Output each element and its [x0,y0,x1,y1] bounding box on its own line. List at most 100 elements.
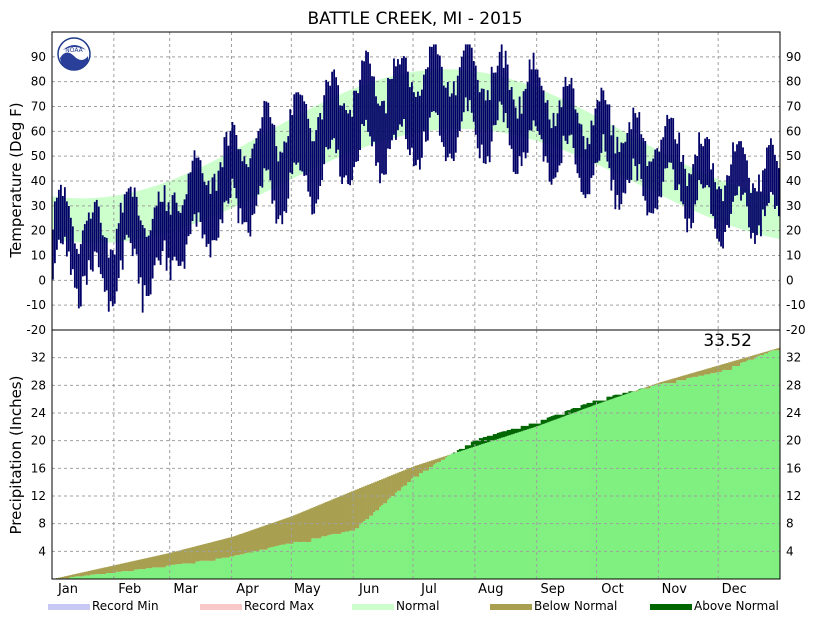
observed-temperature-bar [598,101,601,161]
noaa-logo: NOAA [57,37,91,71]
observed-temperature-bar [636,117,639,181]
below-normal-precipitation-bar [87,571,91,576]
observed-temperature-bar [448,96,451,154]
normal-precipitation-bar [93,574,97,579]
observed-temperature-bar [301,95,304,172]
observed-temperature-bar [219,162,222,220]
observed-temperature-bar [229,130,232,198]
observed-temperature-bar [225,132,228,201]
above-normal-precipitation-bar [452,452,456,454]
below-normal-precipitation-bar [369,484,372,516]
below-normal-precipitation-bar [754,354,757,358]
normal-precipitation-bar [744,362,747,579]
normal-precipitation-bar [614,397,617,579]
observed-temperature-bar [111,250,114,307]
observed-temperature-bar [295,92,298,165]
observed-temperature-bar [279,151,282,216]
above-normal-precipitation-bar [588,402,591,407]
above-normal-precipitation-bar [598,400,601,404]
below-normal-precipitation-bar [333,498,336,534]
below-normal-precipitation-bar [389,475,392,498]
normal-precipitation-bar [171,564,174,579]
noaa-logo-text: NOAA [65,47,83,54]
observed-temperature-bar [602,90,605,135]
observed-temperature-bar [676,143,679,190]
normal-precipitation-bar [698,375,701,579]
observed-temperature-bar [203,181,206,235]
observed-temperature-bar [658,151,661,197]
observed-temperature-bar [351,116,353,181]
normal-precipitation-bar [586,407,589,579]
below-normal-precipitation-bar [219,539,222,559]
observed-temperature-bar [756,191,758,236]
below-normal-precipitation-bar [151,556,155,568]
below-normal-precipitation-bar [646,386,649,389]
above-normal-precipitation-bar [476,440,480,446]
normal-precipitation-bar [97,574,101,579]
normal-precipitation-bar [534,426,537,579]
below-normal-precipitation-bar [315,506,318,539]
normal-precipitation-bar [700,375,703,579]
below-normal-precipitation-bar [424,462,428,471]
observed-temperature-bar [546,100,549,163]
normal-precipitation-bar [436,462,440,579]
observed-temperature-bar [373,76,375,142]
observed-temperature-bar [684,168,687,219]
normal-precipitation-bar [550,421,553,579]
observed-temperature-bar [275,146,278,224]
normal-precipitation-bar [413,476,416,579]
normal-precipitation-bar [538,425,541,579]
observed-temperature-bar [401,58,403,127]
normal-precipitation-bar [221,557,224,579]
below-normal-precipitation-bar [107,566,111,573]
normal-precipitation-bar [197,561,200,579]
below-normal-precipitation-bar [153,556,157,568]
normal-precipitation-bar [620,395,623,579]
below-normal-precipitation-bar [403,470,406,486]
normal-precipitation-bar [73,576,77,579]
observed-temperature-bar [75,248,78,289]
observed-temperature-bar [488,100,491,163]
normal-precipitation-bar [590,406,593,579]
observed-temperature-bar [754,188,756,244]
below-normal-precipitation-bar [303,511,306,542]
normal-precipitation-bar [245,552,248,579]
below-normal-precipitation-bar [670,379,673,384]
observed-temperature-bar [610,135,613,191]
observed-temperature-bar [588,144,591,195]
temperature-tick-right: 30 [786,199,801,213]
observed-temperature-bar [143,228,146,286]
precipitation-tick-right: 12 [786,489,801,503]
normal-precipitation-bar [658,383,661,579]
normal-precipitation-bar [247,552,250,579]
observed-temperature-bar [125,191,128,235]
normal-precipitation-bar [442,459,446,579]
normal-precipitation-bar [496,439,500,579]
normal-precipitation-bar [624,394,627,579]
normal-precipitation-bar [361,522,364,579]
below-normal-precipitation-bar [774,349,777,351]
observed-temperature-bar [273,124,276,201]
above-normal-precipitation-bar [616,394,619,397]
normal-precipitation-bar [199,560,202,579]
normal-precipitation-bar [87,575,91,579]
below-normal-precipitation-bar [195,546,198,562]
normal-precipitation-bar [327,535,330,579]
above-normal-precipitation-bar [480,438,484,445]
below-normal-precipitation-bar [712,367,715,374]
below-normal-precipitation-bar [61,576,65,579]
below-normal-precipitation-bar [203,544,206,561]
observed-temperature-bar [173,192,176,257]
observed-temperature-bar [662,137,665,182]
below-normal-precipitation-bar [223,538,226,558]
normal-precipitation-bar [149,568,153,579]
observed-temperature-bar [686,186,689,233]
normal-precipitation-bar [470,447,474,579]
observed-temperature-bar [171,195,174,261]
normal-precipitation-bar [486,442,490,579]
observed-temperature-bar [440,66,443,143]
observed-temperature-bar [550,128,553,185]
normal-precipitation-bar [460,450,464,579]
normal-precipitation-bar [295,541,298,579]
below-normal-precipitation-bar [407,468,410,482]
